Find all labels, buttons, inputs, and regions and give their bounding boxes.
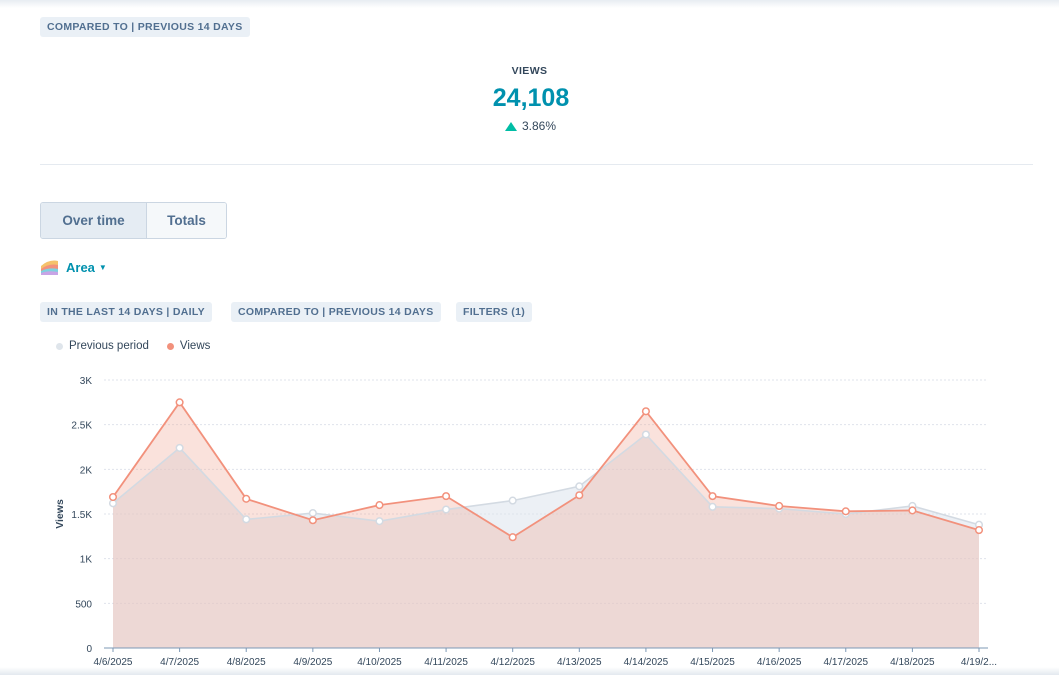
series-line-views bbox=[112, 400, 980, 539]
y-axis-title: Views bbox=[54, 499, 66, 529]
arrow-up-icon bbox=[505, 121, 517, 131]
data-point-views[interactable] bbox=[508, 533, 517, 542]
series-line-previous bbox=[112, 433, 980, 526]
legend-dot-views bbox=[166, 342, 174, 350]
data-point-views[interactable] bbox=[442, 492, 451, 501]
legend-item-views[interactable]: Views bbox=[166, 340, 211, 352]
area-fill-previous bbox=[113, 434, 979, 648]
data-point-views[interactable] bbox=[575, 491, 584, 500]
chart-type-label: Area bbox=[66, 259, 95, 275]
y-tick-label: 0 bbox=[86, 644, 92, 655]
kpi-label: VIEWS bbox=[511, 65, 548, 77]
legend-item-previous[interactable]: Previous period bbox=[56, 340, 149, 352]
data-point-previous[interactable] bbox=[175, 443, 184, 452]
header-compare-tag[interactable]: COMPARED TO | PREVIOUS 14 DAYS bbox=[40, 17, 250, 37]
x-tick-label: 4/7/2025 bbox=[160, 657, 199, 668]
data-point-views[interactable] bbox=[375, 501, 384, 510]
x-tick-label: 4/19/2... bbox=[961, 657, 997, 668]
x-tick-label: 4/11/2025 bbox=[424, 657, 468, 668]
bottom-shadow bbox=[0, 667, 1059, 675]
y-tick-label: 3K bbox=[80, 376, 93, 387]
legend-label-previous: Previous period bbox=[69, 340, 149, 352]
kpi-value: 24,108 bbox=[492, 84, 570, 112]
area-chart-icon bbox=[41, 260, 58, 275]
data-point-views[interactable] bbox=[841, 507, 850, 516]
data-point-views[interactable] bbox=[974, 526, 984, 535]
data-point-previous[interactable] bbox=[375, 517, 384, 526]
over-time-button[interactable]: Over time bbox=[41, 203, 147, 238]
chevron-down-icon: ▼ bbox=[98, 262, 107, 272]
kpi-change-value: 3.86% bbox=[522, 119, 557, 133]
chart-type-dropdown[interactable]: Area ▼ bbox=[40, 257, 107, 277]
date-range-filter[interactable]: IN THE LAST 14 DAYS | DAILY bbox=[40, 302, 212, 322]
x-tick-label: 4/12/2025 bbox=[490, 657, 535, 668]
x-tick-label: 4/14/2025 bbox=[624, 657, 669, 668]
data-point-previous[interactable] bbox=[508, 496, 517, 505]
data-point-previous[interactable] bbox=[641, 430, 650, 439]
x-tick-label: 4/16/2025 bbox=[757, 657, 802, 668]
data-point-views[interactable] bbox=[641, 407, 650, 416]
y-tick-label: 500 bbox=[75, 599, 92, 610]
legend-label-views: Views bbox=[179, 340, 211, 352]
x-tick-label: 4/10/2025 bbox=[357, 657, 402, 668]
data-point-previous[interactable] bbox=[442, 505, 451, 514]
data-point-views[interactable] bbox=[775, 501, 784, 511]
y-tick-label: 1.5K bbox=[71, 510, 92, 521]
area-fill-views bbox=[113, 402, 979, 648]
x-tick-label: 4/9/2025 bbox=[293, 657, 332, 668]
view-toggle: Over time Totals bbox=[40, 202, 227, 239]
data-point-previous[interactable] bbox=[308, 509, 317, 518]
compare-filter[interactable]: COMPARED TO | PREVIOUS 14 DAYS bbox=[231, 302, 441, 322]
data-point-previous[interactable] bbox=[708, 502, 717, 511]
y-tick-label: 2.5K bbox=[71, 421, 92, 432]
y-tick-label: 2K bbox=[80, 465, 93, 476]
data-point-views[interactable] bbox=[908, 506, 917, 515]
chart-legend: Previous period Views bbox=[56, 340, 210, 352]
area-chart: 0 500 1K 1.5K 2K 2.5K 3K Views 4/6/2025 4/7/2025 4… bbox=[54, 376, 997, 668]
x-tick-label: 4/8/2025 bbox=[227, 657, 266, 668]
legend-dot-previous bbox=[56, 342, 63, 350]
totals-button[interactable]: Totals bbox=[147, 203, 226, 238]
x-tick-label: 4/18/2025 bbox=[890, 657, 935, 668]
data-point-views[interactable] bbox=[175, 398, 184, 407]
x-tick-label: 4/17/2025 bbox=[824, 657, 869, 668]
data-point-previous[interactable] bbox=[575, 482, 584, 491]
data-point-views[interactable] bbox=[108, 492, 118, 502]
x-tick-label: 4/15/2025 bbox=[690, 657, 735, 668]
x-tick-label: 4/6/2025 bbox=[94, 657, 133, 668]
data-point-views[interactable] bbox=[242, 494, 251, 503]
divider bbox=[40, 164, 1033, 165]
top-shadow bbox=[0, 0, 1059, 8]
data-point-views[interactable] bbox=[308, 516, 317, 525]
y-tick-label: 1K bbox=[80, 555, 93, 566]
filters-button[interactable]: FILTERS (1) bbox=[456, 302, 533, 322]
data-point-previous[interactable] bbox=[242, 515, 251, 524]
x-tick-label: 4/13/2025 bbox=[557, 657, 602, 668]
kpi-change: 3.86% bbox=[505, 118, 556, 134]
data-point-views[interactable] bbox=[708, 492, 717, 501]
